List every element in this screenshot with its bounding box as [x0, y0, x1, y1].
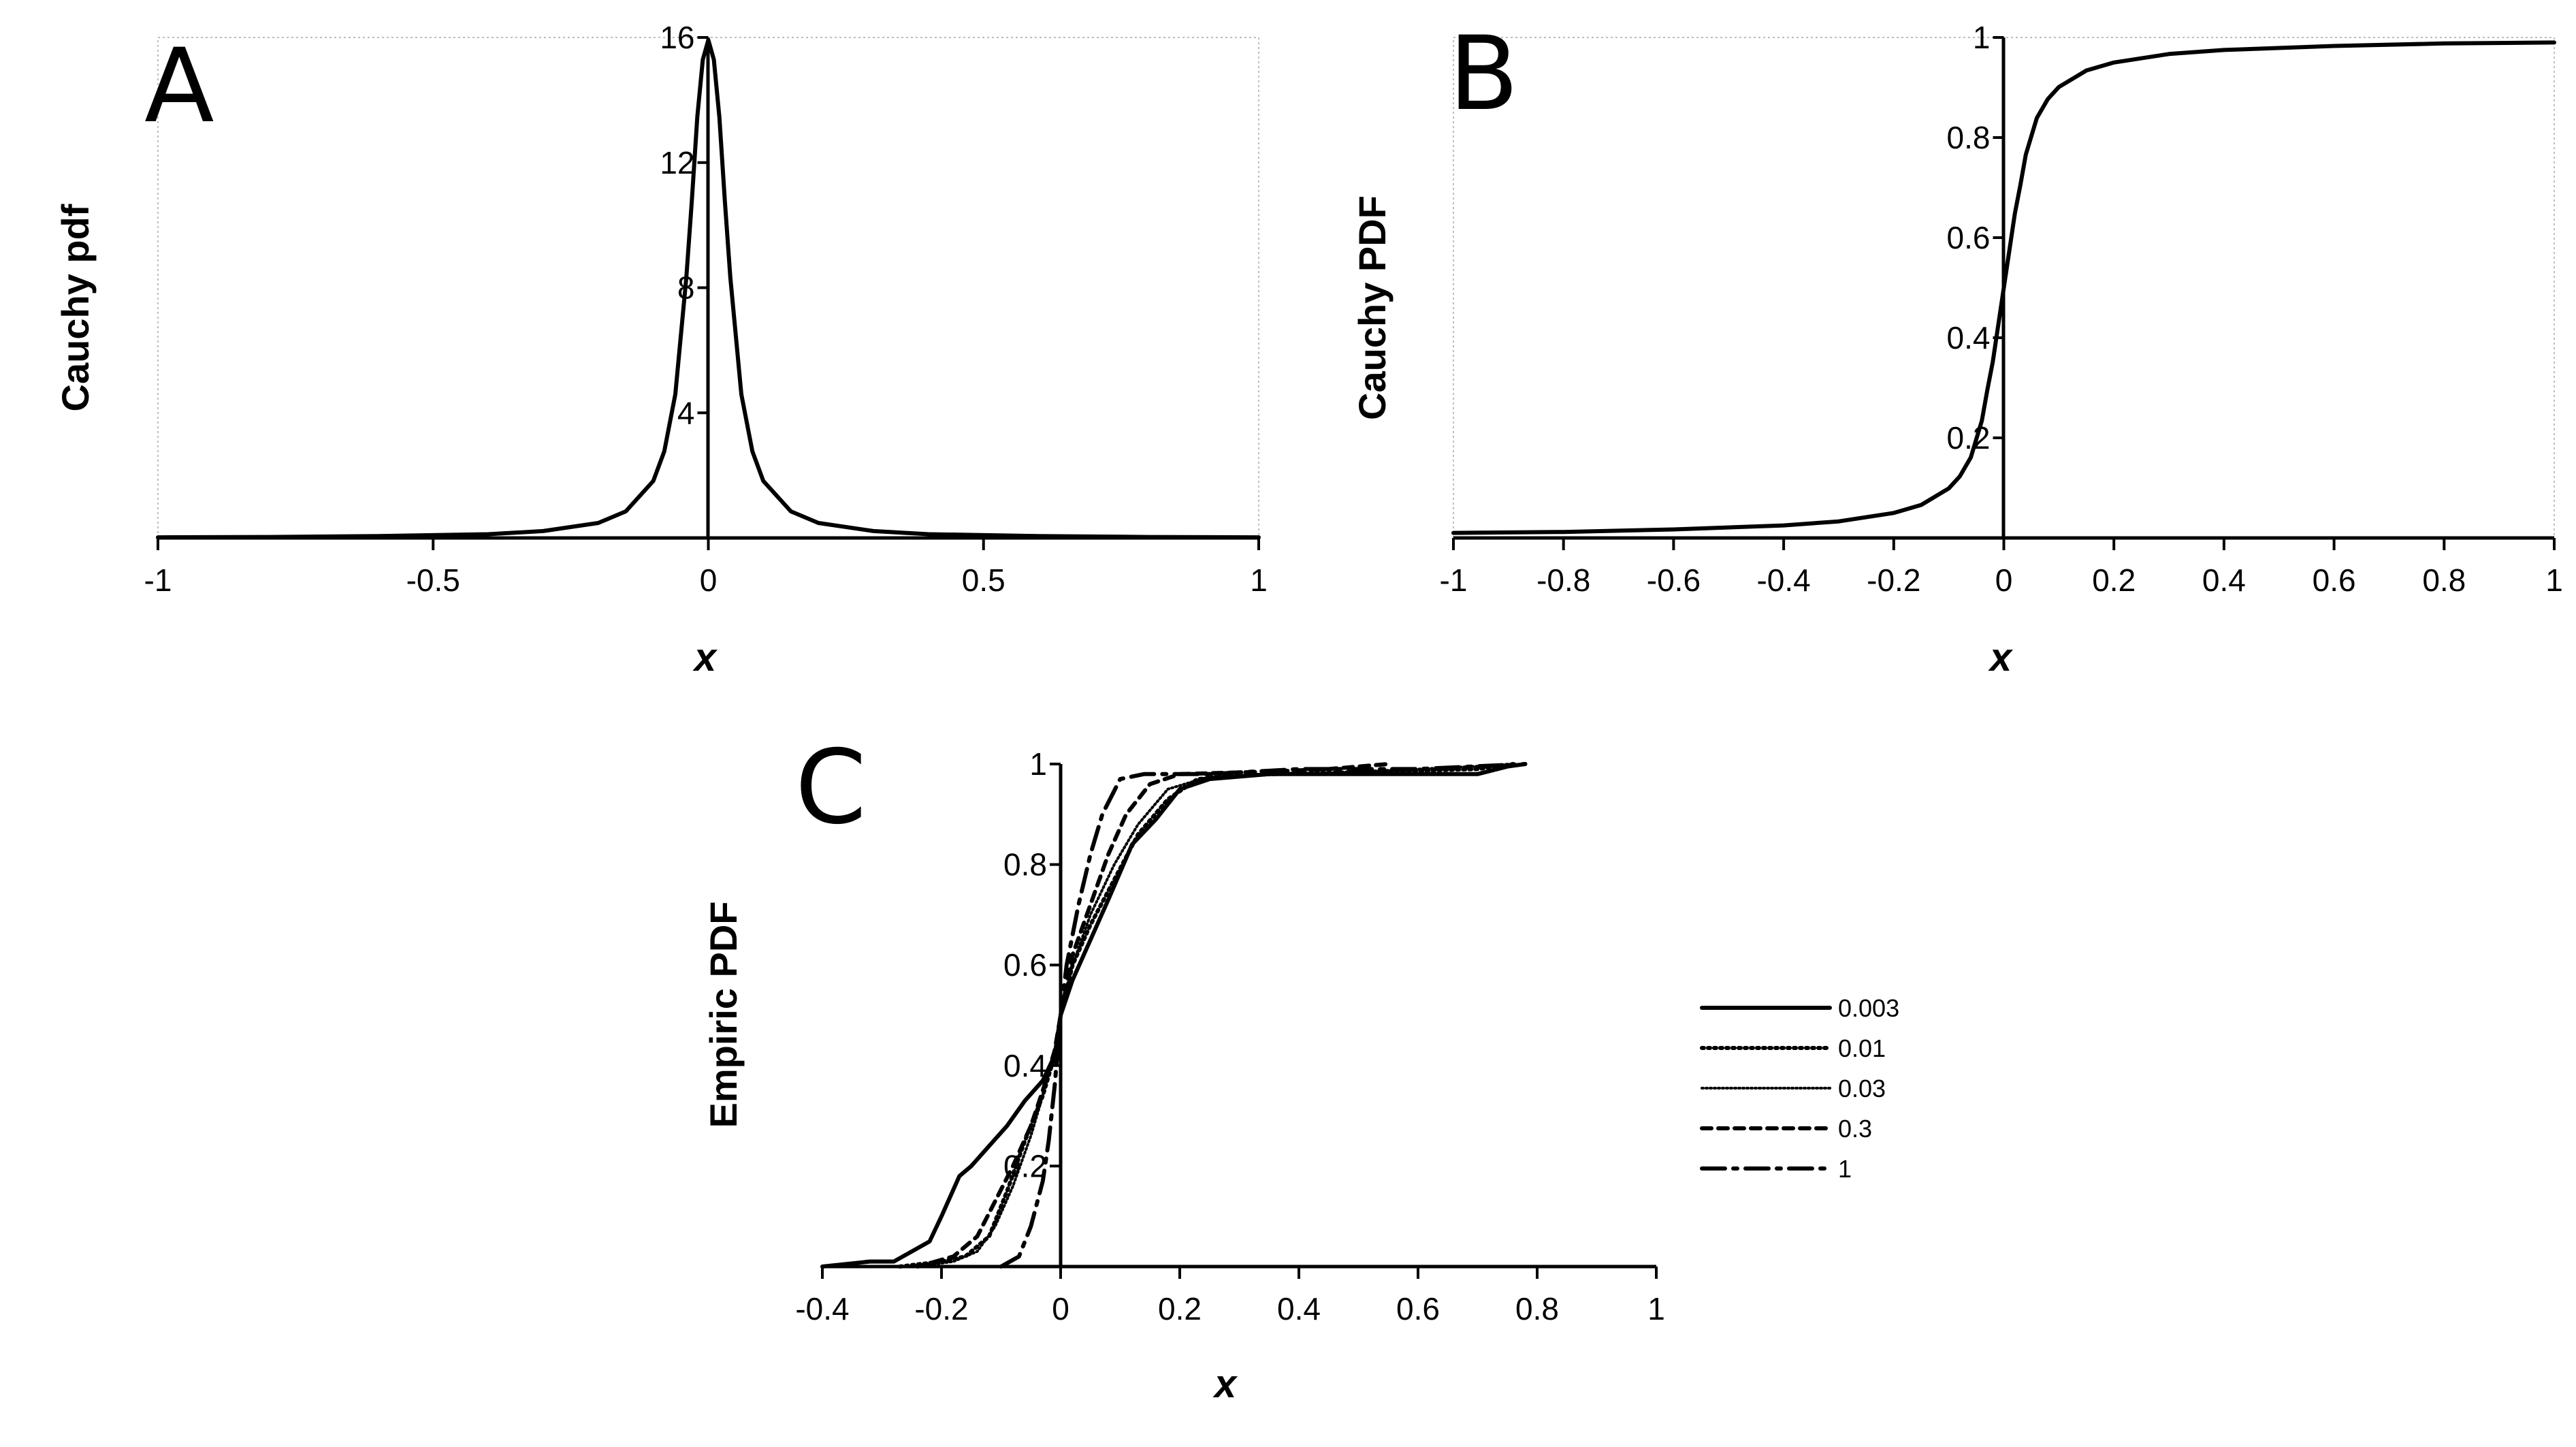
y-tick-label: 16	[660, 20, 694, 55]
x-tick-label: 1	[1250, 562, 1268, 598]
y-tick-label: 8	[677, 270, 695, 306]
x-tick-label: 0.6	[1396, 1291, 1440, 1326]
legend-label: 0.01	[1838, 1034, 1886, 1062]
legend-label: 0.003	[1838, 994, 1899, 1022]
legend-label: 0.03	[1838, 1075, 1886, 1102]
y-ticks: 0.2 0.4 0.6 0.8 1	[1003, 746, 1061, 1183]
y-axis-label: Cauchy pdf	[54, 204, 97, 411]
series-layer	[820, 762, 1528, 1269]
y-tick-label: 12	[660, 145, 694, 180]
panel-c: -0.4 -0.2 0 0.2 0.4 0.6 0.8 1 0.2 0.4 0.6 0.8 1 C x…	[702, 729, 1899, 1406]
series-line-0_3	[916, 762, 1391, 1269]
y-axis-label: Empiric PDF	[702, 902, 745, 1128]
y-tick-label: 4	[677, 395, 695, 430]
y-tick-label: 0.8	[1003, 847, 1047, 882]
x-tick-label: 0.8	[2422, 562, 2466, 598]
y-tick-label: 1	[1029, 746, 1047, 782]
legend-label: 0.3	[1838, 1115, 1872, 1143]
panel-label: B	[1449, 15, 1519, 133]
x-tick-label: -1	[144, 562, 172, 598]
panel-a: -1 -0.5 0 0.5 1 4 8 12 16 A x Cauchy pdf	[54, 20, 1268, 680]
x-tick-label: 0.2	[2092, 562, 2136, 598]
x-axis-label: x	[1988, 635, 2014, 680]
x-tick-label: -0.4	[795, 1291, 849, 1326]
x-tick-label: -1	[1440, 562, 1468, 598]
legend-label: 1	[1838, 1155, 1852, 1183]
x-tick-label: -0.6	[1647, 562, 1701, 598]
x-axis-label: x	[692, 635, 718, 680]
x-tick-label: -0.5	[406, 562, 460, 598]
x-tick-label: -0.2	[914, 1291, 968, 1326]
series-line-0_01	[897, 762, 1515, 1269]
y-ticks: 0.2 0.4 0.6 0.8 1	[1947, 20, 2004, 456]
y-tick-label: 0.6	[1003, 947, 1047, 983]
y-tick-label: 0.4	[1003, 1048, 1047, 1083]
x-tick-label: 0.2	[1158, 1291, 1202, 1326]
x-ticks: -0.4 -0.2 0 0.2 0.4 0.6 0.8 1	[795, 1267, 1665, 1326]
x-ticks: -1 -0.5 0 0.5 1	[144, 538, 1268, 598]
x-tick-label: 0.8	[1515, 1291, 1559, 1326]
x-tick-label: -0.4	[1756, 562, 1810, 598]
panel-label: C	[795, 729, 867, 847]
x-tick-label: 0	[700, 562, 718, 598]
y-tick-label: 1	[1973, 20, 1991, 55]
panel-label: A	[144, 27, 214, 146]
x-tick-label: 0.5	[962, 562, 1005, 598]
x-tick-label: 0.4	[2202, 562, 2246, 598]
panel-b: -1 -0.8 -0.6 -0.4 -0.2 0 0.2 0.4 0.6 0.8 1 0.20.40…	[1351, 15, 2563, 680]
series-line-0_003	[820, 762, 1528, 1269]
y-tick-label: 0.2	[1947, 420, 1991, 456]
x-tick-label: 0	[1052, 1291, 1069, 1326]
x-tick-label: 1	[2545, 562, 2563, 598]
legend: 0.003 0.01 0.03 0.3 1	[1700, 994, 1899, 1183]
x-tick-label: -0.2	[1867, 562, 1920, 598]
series-line-1	[999, 762, 1528, 1269]
x-tick-label: 1	[1647, 1291, 1665, 1326]
x-ticks: -1 -0.8 -0.6 -0.4 -0.2 0 0.2 0.4 0.6 0.8 1	[1440, 538, 2563, 598]
y-tick-label: 0.2	[1003, 1148, 1047, 1183]
y-tick-label: 0.8	[1947, 120, 1991, 155]
y-tick-label: 0.6	[1947, 220, 1991, 255]
y-ticks: 4 8 12 16	[660, 20, 709, 430]
x-axis-label: x	[1212, 1362, 1238, 1406]
x-tick-label: 0	[1995, 562, 2013, 598]
y-tick-label: 0.4	[1947, 320, 1991, 355]
x-tick-label: -0.8	[1536, 562, 1590, 598]
x-tick-label: 0.6	[2313, 562, 2356, 598]
x-tick-label: 0.4	[1277, 1291, 1321, 1326]
y-axis-label: Cauchy PDF	[1351, 195, 1394, 420]
